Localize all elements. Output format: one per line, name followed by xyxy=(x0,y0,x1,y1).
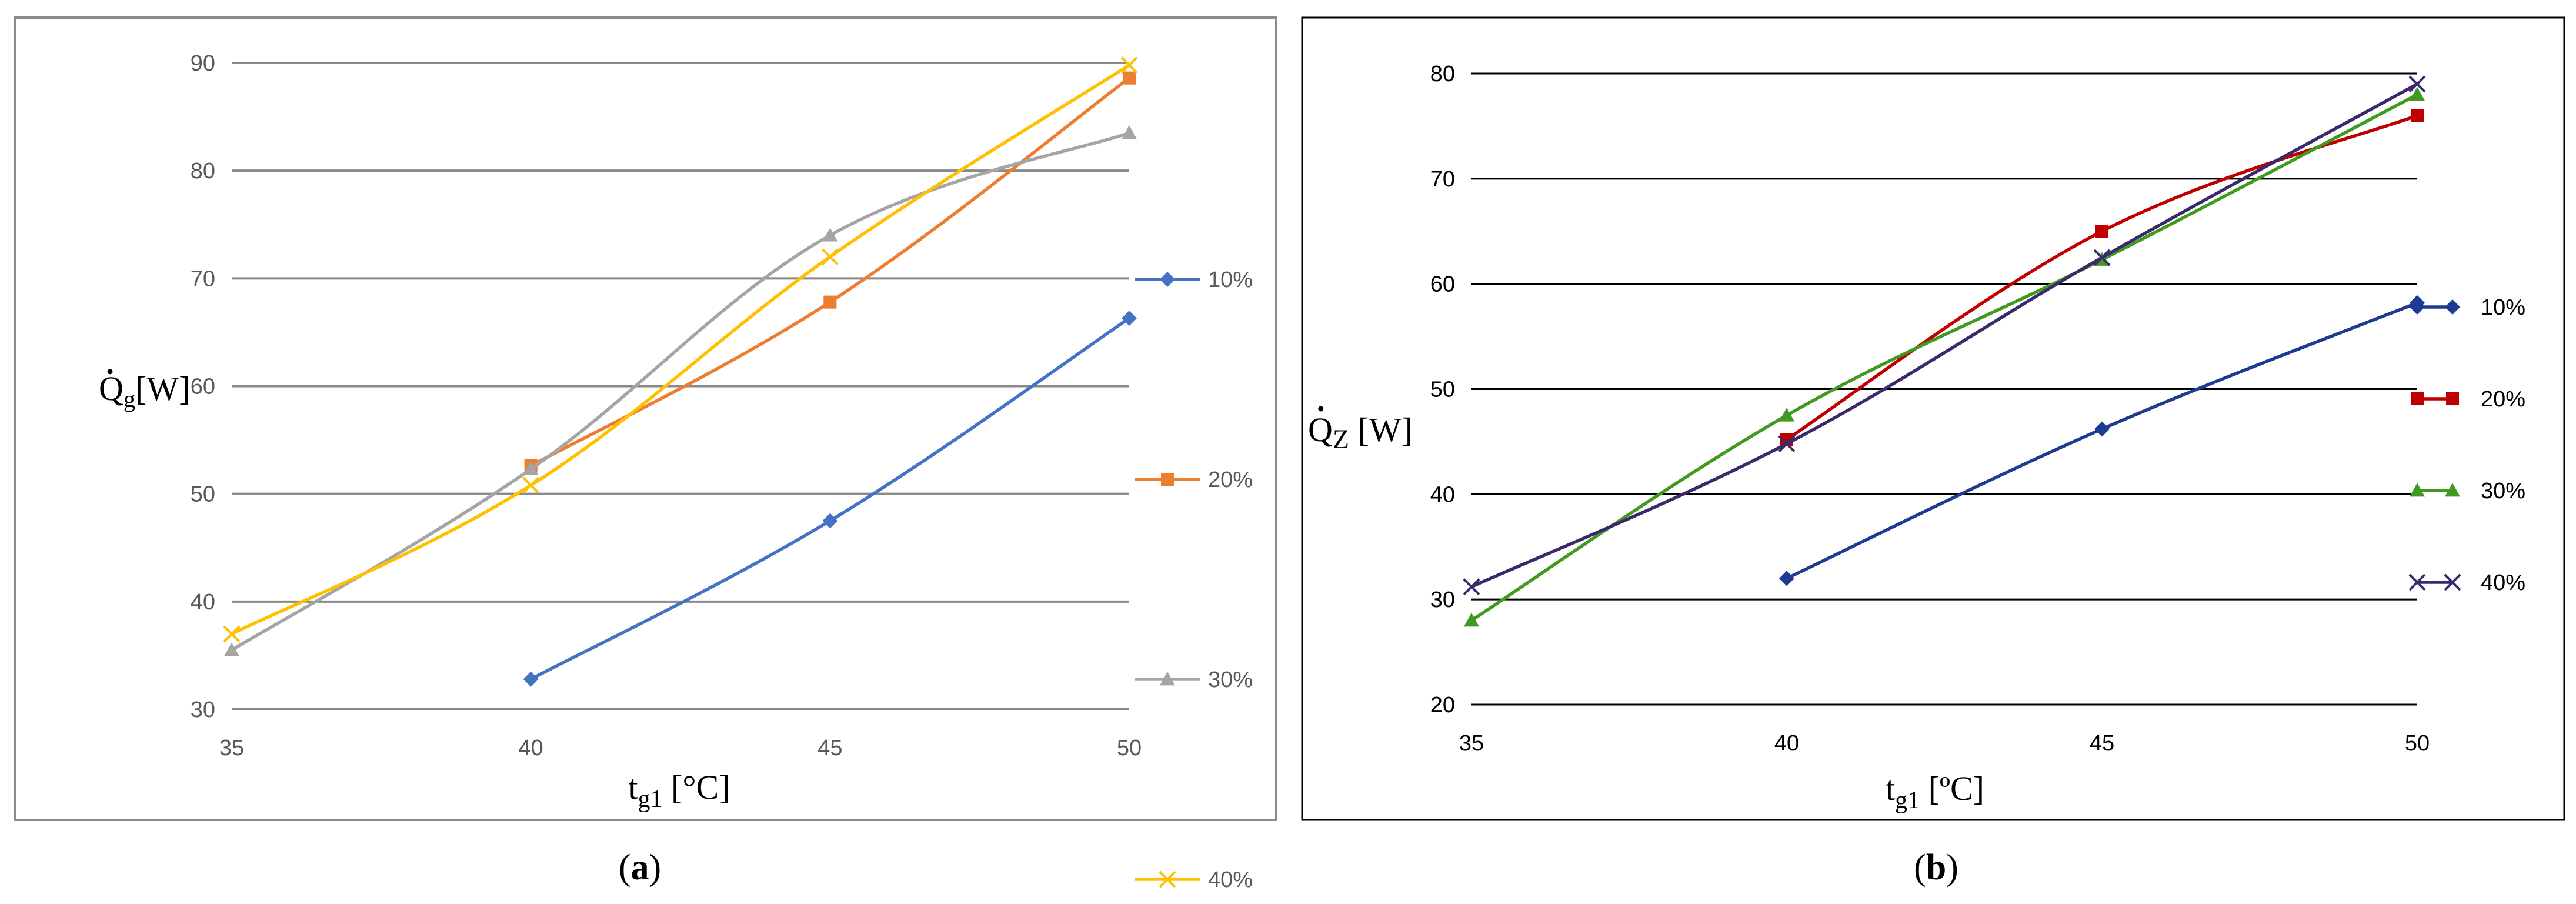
data-point xyxy=(2408,75,2426,93)
y-tick-label: 40 xyxy=(1430,482,1455,507)
data-point xyxy=(1122,125,1137,139)
panel-b-frame xyxy=(1301,16,2565,821)
data-point xyxy=(2095,225,2109,238)
legend-marker xyxy=(2445,299,2460,315)
y-axis-label: QZ [W] xyxy=(1308,411,1413,454)
x-tick-label: 45 xyxy=(817,736,842,760)
data-point xyxy=(1122,71,1136,85)
data-point xyxy=(1120,56,1138,74)
y-axis-label: Qg[W] xyxy=(99,369,190,412)
data-point xyxy=(223,625,241,643)
legend-marker xyxy=(2410,299,2425,315)
legend-label: 20% xyxy=(1208,468,1253,492)
data-point xyxy=(523,461,539,475)
x-axis-label: tg1 [°C] xyxy=(628,768,730,813)
series-line xyxy=(231,64,1130,636)
y-tick-label: 20 xyxy=(1430,693,1455,718)
legend-marker xyxy=(1160,472,1174,486)
x-tick-label: 40 xyxy=(1774,731,1799,756)
legend-label: 30% xyxy=(2481,479,2525,503)
series-line xyxy=(1470,82,2418,589)
data-point xyxy=(1122,311,1137,326)
data-point xyxy=(1463,578,1480,596)
data-point xyxy=(1779,571,1794,586)
legend-label: 10% xyxy=(2481,295,2525,320)
legend-marker xyxy=(2444,573,2461,591)
legend-label: 20% xyxy=(2481,387,2525,412)
legend-marker xyxy=(2445,483,2460,497)
y-tick-label: 30 xyxy=(1430,588,1455,612)
x-tick-label: 35 xyxy=(219,736,244,760)
panel-a-caption: (a) xyxy=(619,848,661,888)
panel-b-caption: (b) xyxy=(1914,848,1958,888)
y-tick-label: 90 xyxy=(191,51,215,76)
legend-label: 40% xyxy=(2481,571,2525,595)
data-point xyxy=(2410,86,2425,101)
x-tick-label: 45 xyxy=(2090,731,2114,756)
legend-marker xyxy=(2445,392,2460,406)
data-point xyxy=(523,671,539,687)
y-tick-label: 50 xyxy=(191,482,215,507)
data-point xyxy=(2410,109,2424,122)
legend-label: 10% xyxy=(1208,268,1253,292)
legend-marker xyxy=(2408,573,2426,591)
panel-b-caption-letter: b xyxy=(1926,848,1946,888)
y-tick-label: 70 xyxy=(191,266,215,291)
data-point xyxy=(2093,249,2111,266)
data-point xyxy=(823,295,837,309)
panel-b-plot: 20 30 40 50 60 70 80 35 40 45 50 tg1 [ºC] QZ [W] 10% 2… xyxy=(1308,62,2525,814)
y-tick-label: 70 xyxy=(1430,167,1455,192)
y-tick-label: 30 xyxy=(191,698,215,722)
legend-marker xyxy=(2410,483,2425,497)
data-point xyxy=(822,513,838,529)
legend-marker xyxy=(1160,672,1175,686)
data-point xyxy=(224,642,239,656)
data-point xyxy=(522,476,540,494)
legend-marker xyxy=(2410,392,2424,406)
q-dot-accent xyxy=(1318,406,1324,412)
legend-marker xyxy=(1159,870,1176,888)
q-dot-accent xyxy=(107,369,113,375)
data-point xyxy=(1464,612,1479,627)
x-tick-label: 50 xyxy=(2405,731,2430,756)
data-point xyxy=(821,248,839,266)
data-point xyxy=(2094,421,2110,437)
data-point xyxy=(822,228,838,242)
legend-marker xyxy=(1160,272,1175,287)
y-tick-label: 60 xyxy=(191,375,215,399)
x-tick-label: 35 xyxy=(1459,731,1484,756)
data-point xyxy=(1778,435,1796,452)
y-tick-label: 50 xyxy=(1430,378,1455,402)
panel-a-caption-letter: a xyxy=(631,848,649,888)
y-tick-label: 40 xyxy=(191,590,215,615)
legend-label: 40% xyxy=(1208,868,1253,892)
legend-label: 30% xyxy=(1208,668,1253,692)
x-tick-label: 50 xyxy=(1117,736,1142,760)
x-tick-label: 40 xyxy=(519,736,543,760)
x-axis-label: tg1 [ºC] xyxy=(1886,769,1984,814)
panel-a-plot: 30 40 50 60 70 80 90 35 40 45 50 tg1 [°C] Qg[W] 10% 20… xyxy=(99,51,1253,892)
y-tick-label: 80 xyxy=(191,159,215,184)
y-tick-label: 80 xyxy=(1430,62,1455,86)
y-tick-label: 60 xyxy=(1430,272,1455,297)
data-point xyxy=(1779,408,1794,422)
